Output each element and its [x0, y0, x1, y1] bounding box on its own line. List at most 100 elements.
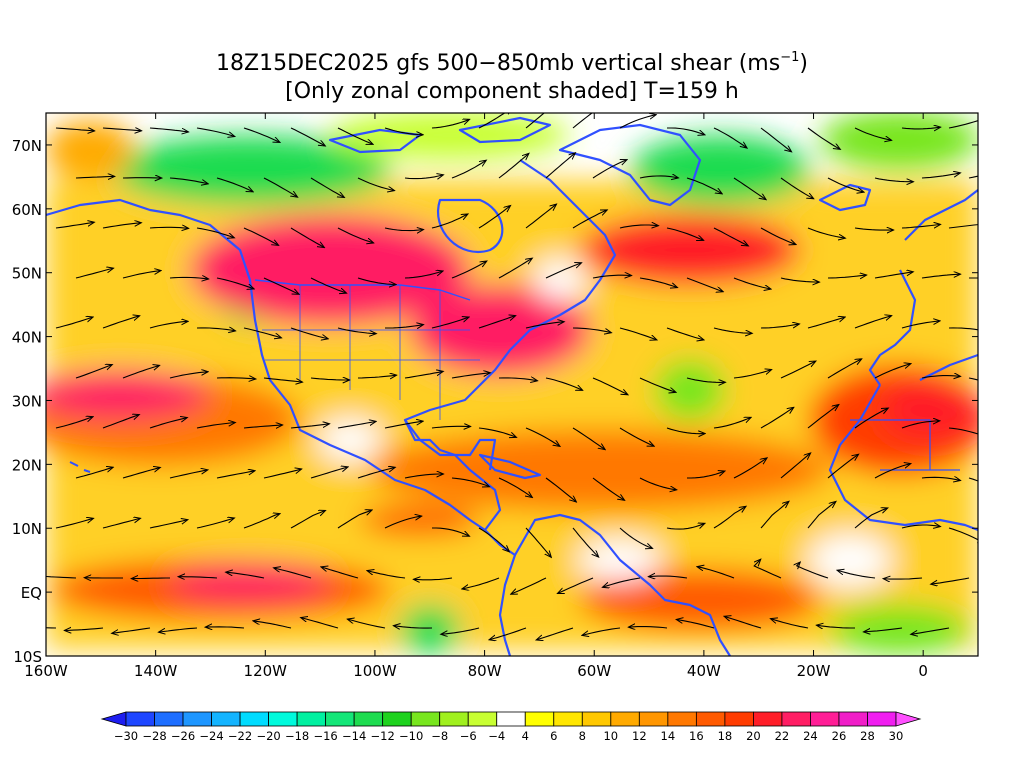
streamline [666, 427, 704, 434]
streamline [545, 477, 576, 501]
streamline [817, 625, 855, 628]
streamline [619, 115, 655, 129]
streamline [169, 277, 208, 279]
streamline [357, 277, 395, 285]
streamline [558, 577, 594, 593]
colorbar-swatch [239, 711, 269, 727]
streamline [337, 422, 375, 429]
streamline [263, 377, 302, 382]
shear-shading [46, 113, 978, 655]
streamline [75, 176, 114, 178]
streamline [310, 277, 346, 293]
colorbar-swatch [353, 711, 384, 727]
colorbar-swatch [781, 711, 811, 727]
colorbar-swatch [581, 711, 612, 727]
streamline [807, 127, 840, 149]
streamline [780, 177, 813, 198]
colorbar-swatch [810, 711, 840, 727]
streamline [431, 426, 470, 428]
streamline [760, 502, 788, 529]
colorbar-label: −26 [171, 729, 195, 743]
streamline [874, 177, 913, 182]
streamline [196, 127, 234, 136]
streamline [55, 519, 93, 529]
colorbar-swatch [667, 711, 697, 727]
streamline [525, 205, 556, 229]
colorbar-label: 18 [718, 729, 733, 743]
streamline [132, 578, 170, 579]
colorbar-label: −14 [342, 729, 366, 743]
streamline [322, 567, 359, 579]
streamline [498, 477, 532, 497]
streamline [122, 468, 159, 479]
streamline [525, 527, 551, 557]
streamline [55, 417, 92, 429]
streamline [169, 372, 207, 379]
colorbar-swatch [638, 711, 669, 727]
streamline [572, 427, 604, 449]
latitude-axis: 70N 60N 50N 40N 30N 20N 10N EQ 10S [12, 137, 978, 666]
colorbar-swatch [182, 711, 212, 727]
streamline [968, 377, 978, 381]
lon-tick-label: 100W [353, 662, 397, 680]
coastlines [46, 116, 978, 656]
streamline [216, 471, 254, 479]
streamline [572, 113, 593, 129]
streamline [451, 161, 486, 179]
streamline [733, 277, 770, 289]
streamline [357, 177, 394, 190]
colorbar-label: 22 [775, 729, 790, 743]
streamline [725, 617, 762, 629]
streamline [854, 316, 891, 329]
streamline [196, 423, 234, 429]
streamline [854, 127, 891, 140]
colorbar-swatch [838, 711, 868, 727]
streamline [432, 527, 469, 536]
streamline [639, 176, 678, 178]
colorbar-label: −22 [228, 729, 252, 743]
streamline [733, 177, 765, 199]
streamline [404, 372, 442, 379]
streamline [874, 272, 912, 279]
streamline [948, 120, 978, 129]
streamline [404, 271, 442, 279]
streamline [932, 577, 970, 584]
streamline [46, 627, 57, 629]
streamline [912, 627, 950, 634]
streamline [713, 127, 746, 148]
streamline [629, 627, 668, 628]
lat-tick-label: 30N [12, 392, 42, 410]
streamline [677, 620, 715, 629]
lat-tick-label: 10S [13, 648, 42, 666]
streamline [797, 563, 829, 579]
streamline [216, 177, 252, 191]
colorbar-swatch [724, 711, 754, 727]
streamline [102, 316, 139, 329]
lon-tick-label: 140W [134, 662, 178, 680]
colorbar-label: −28 [142, 729, 166, 743]
streamline [592, 160, 626, 179]
streamline [874, 464, 910, 479]
streamline [414, 578, 453, 580]
streamline [666, 227, 703, 240]
streamline [713, 507, 745, 529]
streamline [302, 618, 339, 629]
title-superscript: −1 [780, 50, 799, 65]
streamline [384, 228, 423, 231]
streamline [206, 627, 245, 628]
streamline [357, 468, 394, 479]
streamline [619, 427, 653, 446]
streamline [478, 206, 510, 229]
streamline [733, 458, 766, 479]
streamline [780, 454, 810, 479]
streamline [753, 560, 782, 579]
streamline [545, 263, 581, 279]
streamline [243, 127, 279, 142]
streamline [686, 277, 722, 291]
streamline [478, 316, 515, 329]
lon-tick-label: 80W [468, 662, 502, 680]
streamline [348, 619, 386, 629]
streamline [368, 571, 406, 579]
lat-tick-label: 10N [12, 520, 42, 538]
lat-tick-label: EQ [21, 584, 42, 602]
